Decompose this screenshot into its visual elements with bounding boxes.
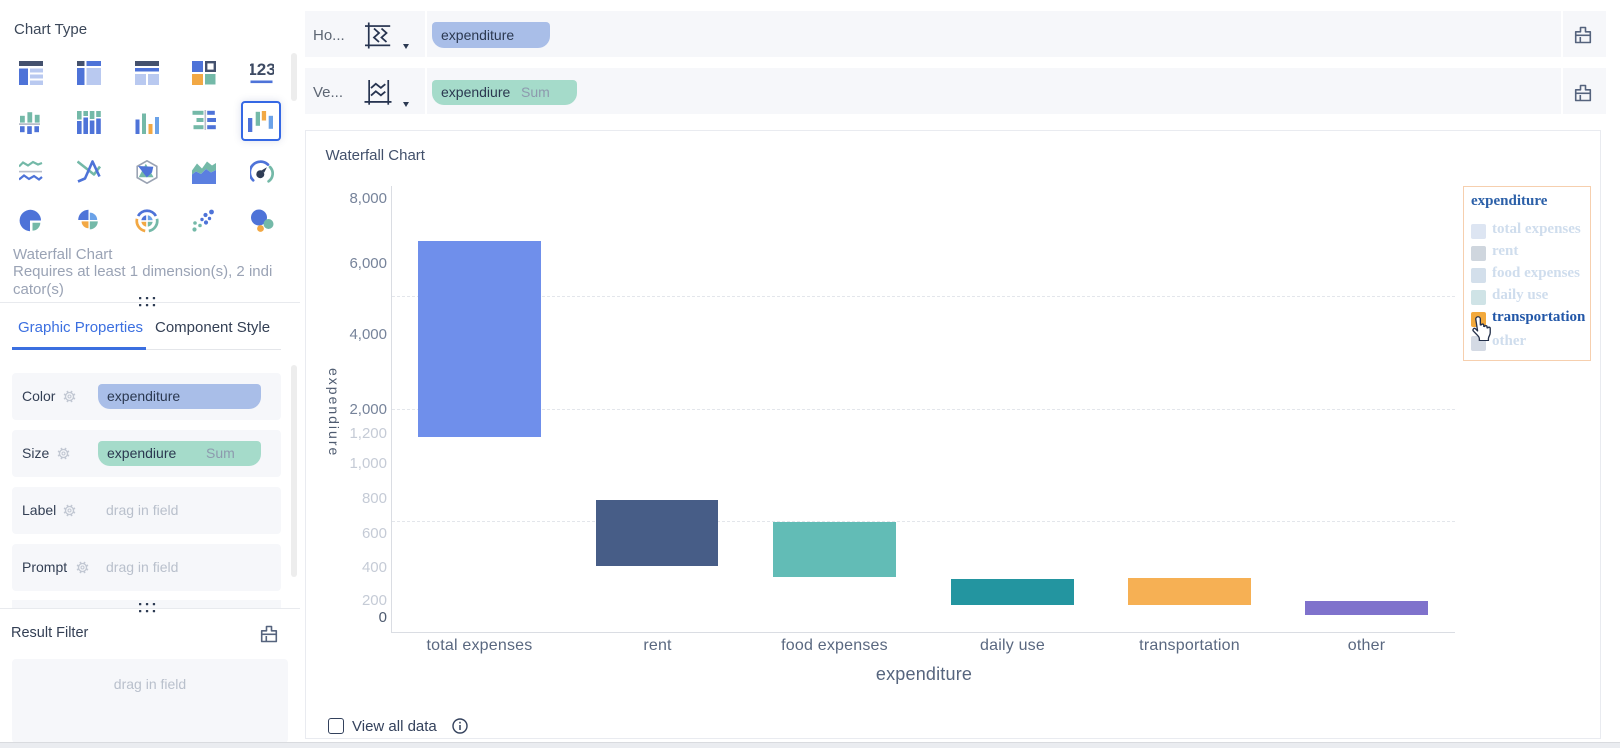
svg-text:123: 123	[250, 61, 274, 79]
